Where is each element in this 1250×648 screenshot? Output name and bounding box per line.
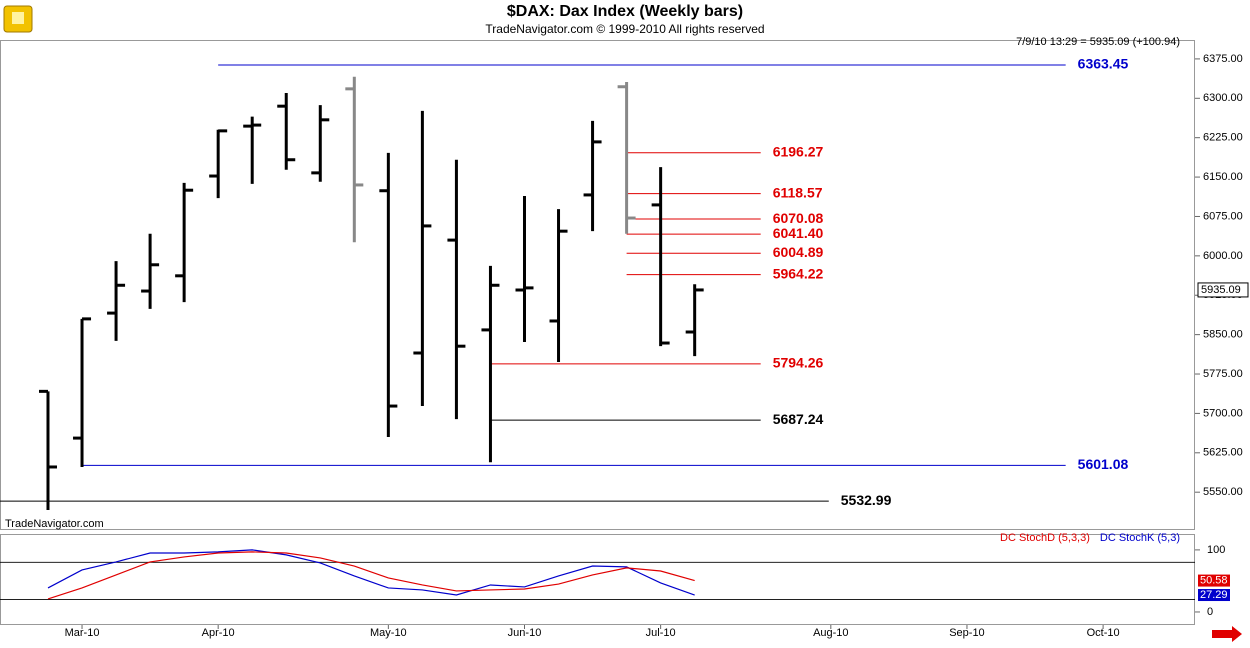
x-tick-label: Jun-10 — [508, 627, 542, 639]
level-label: 5532.99 — [841, 492, 892, 508]
y-tick-label: 5775.00 — [1203, 368, 1243, 380]
y-tick-label: 6300.00 — [1203, 92, 1243, 104]
level-label: 5687.24 — [773, 411, 824, 427]
y-tick-label: 5625.00 — [1203, 447, 1243, 459]
level-label: 5601.08 — [1078, 456, 1129, 472]
chart-subtitle: TradeNavigator.com © 1999-2010 All right… — [485, 22, 764, 36]
x-tick-label: Apr-10 — [202, 627, 235, 639]
price-frame — [0, 40, 1195, 530]
level-label: 5794.26 — [773, 355, 824, 371]
last-value-label: 50.58 — [1200, 574, 1228, 586]
y-tick-label: 5700.00 — [1203, 407, 1243, 419]
x-tick-label: Oct-10 — [1087, 627, 1120, 639]
y-tick-label: 6375.00 — [1203, 53, 1243, 65]
x-tick-label: May-10 — [370, 627, 407, 639]
y-tick-label: 6225.00 — [1203, 132, 1243, 144]
chart-title: $DAX: Dax Index (Weekly bars) — [507, 3, 743, 20]
level-label: 6070.08 — [773, 210, 824, 226]
x-tick-label: Aug-10 — [813, 627, 848, 639]
legend-label: DC StochD (5,3,3) — [1000, 532, 1090, 544]
x-tick-label: Sep-10 — [949, 627, 984, 639]
last-value-box — [1198, 589, 1230, 602]
last-price-box — [1197, 282, 1249, 298]
level-label: 6041.40 — [773, 225, 824, 241]
level-label: 6196.27 — [773, 143, 824, 159]
x-tick-label: Jul-10 — [646, 627, 676, 639]
quote-annotation: 7/9/10 13:29 = 5935.09 (+100.94) — [1016, 36, 1180, 48]
y-tick-label: 5550.00 — [1203, 486, 1243, 498]
level-label: 6363.45 — [1078, 56, 1129, 72]
legend-label: DC StochK (5,3) — [1100, 532, 1180, 544]
stoch-line — [47, 549, 695, 596]
y-tick-label: 0 — [1207, 606, 1213, 618]
level-label: 6004.89 — [773, 244, 824, 260]
stoch-frame — [0, 534, 1195, 625]
y-tick-label: 100 — [1207, 544, 1225, 556]
x-tick-label: Mar-10 — [65, 627, 100, 639]
level-label: 5964.22 — [773, 265, 824, 281]
y-tick-label: 6000.00 — [1203, 250, 1243, 262]
y-tick-label: 5850.00 — [1203, 329, 1243, 341]
scroll-arrow[interactable] — [1212, 626, 1242, 642]
y-tick-label: 6075.00 — [1203, 210, 1243, 222]
level-label: 6118.57 — [773, 184, 823, 200]
last-value-box — [1198, 574, 1230, 587]
last-price-label: 5935.09 — [1201, 284, 1241, 296]
y-tick-label: 6150.00 — [1203, 171, 1243, 183]
stoch-line — [47, 551, 695, 600]
last-value-label: 27.29 — [1200, 589, 1228, 601]
logo — [3, 5, 33, 33]
watermark: TradeNavigator.com — [5, 518, 104, 530]
